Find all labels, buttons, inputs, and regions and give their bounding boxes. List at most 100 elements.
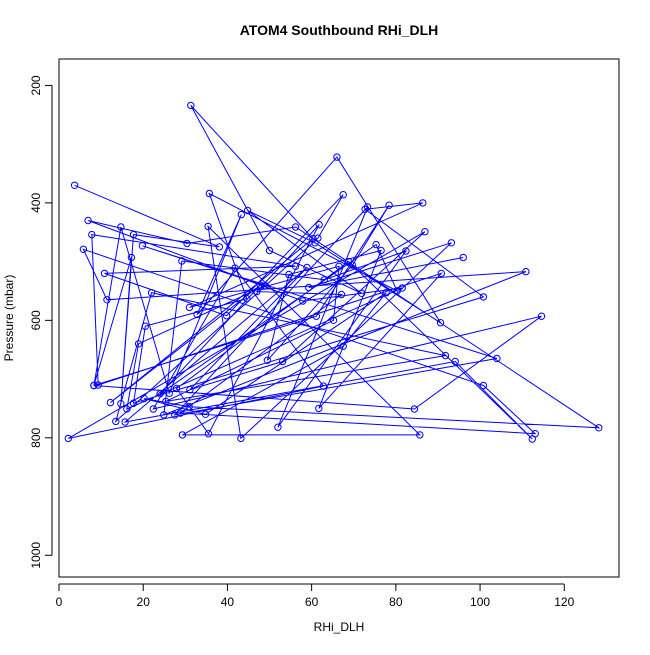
data-point [243, 206, 252, 215]
data-point [339, 342, 347, 350]
plot-area [58, 58, 620, 578]
data-point [531, 430, 539, 438]
data-point [312, 312, 320, 320]
data-point [416, 431, 424, 439]
y-tick-label: 800 [29, 427, 43, 447]
data-point [320, 276, 328, 284]
data-point [79, 245, 88, 254]
data-point [419, 199, 427, 207]
data-point [178, 257, 186, 265]
y-tick-label: 200 [29, 75, 43, 95]
data-point [363, 203, 372, 211]
data-point [106, 398, 115, 407]
data-point [117, 223, 125, 231]
chart-title: ATOM4 Southbound RHi_DLH [240, 22, 439, 38]
data-point [121, 418, 129, 426]
data-point [537, 312, 546, 320]
y-axis: 200 400 600 800 1000 [29, 75, 53, 569]
x-tick-label: 80 [389, 595, 403, 609]
data-point [186, 386, 194, 394]
data-point [129, 230, 138, 239]
y-tick-label: 400 [29, 193, 43, 213]
data-point [162, 397, 170, 406]
data-point [123, 405, 131, 413]
y-axis-label: Pressure (mbar) [2, 275, 16, 362]
x-tick-label: 60 [305, 595, 319, 609]
data-point [90, 381, 98, 390]
data-point [215, 243, 224, 251]
data-point [303, 263, 311, 272]
data-point [256, 281, 264, 289]
data-point [410, 405, 419, 413]
data-point [129, 399, 138, 407]
data-point [141, 322, 150, 330]
data-point [140, 394, 148, 403]
data-point [315, 220, 323, 229]
data-point [398, 284, 406, 292]
data-point [522, 267, 530, 276]
data-point [138, 242, 147, 250]
data-point [201, 410, 210, 418]
x-tick-label: 20 [137, 595, 151, 609]
data-point [315, 404, 323, 413]
x-axis: 0 20 40 60 80 100 120 [56, 583, 575, 609]
data-point [319, 382, 328, 390]
data-point [358, 289, 366, 297]
data-point [595, 424, 603, 432]
data-point [402, 247, 410, 255]
data-point [94, 381, 102, 389]
data-point [278, 357, 287, 366]
data-point [345, 257, 353, 266]
data-point [127, 253, 136, 262]
data-point [339, 191, 347, 199]
data-point [299, 297, 307, 305]
data-point [172, 384, 181, 393]
data-point [178, 431, 187, 439]
data-point [382, 289, 390, 297]
data-point [441, 351, 450, 360]
series-group [64, 101, 603, 443]
data-point [222, 312, 231, 320]
data-point [377, 246, 385, 255]
x-tick-label: 100 [470, 595, 490, 609]
data-point [265, 246, 274, 255]
y-tick-label: 600 [29, 310, 43, 330]
data-point [204, 222, 212, 231]
data-point [479, 381, 488, 390]
data-point [185, 303, 194, 312]
data-point [291, 223, 300, 231]
data-point [361, 205, 369, 214]
data-point [335, 262, 343, 270]
data-point [314, 234, 322, 242]
data-point [205, 189, 214, 198]
data-point [333, 153, 341, 161]
data-point [261, 282, 269, 290]
data-point [231, 264, 239, 272]
data-point [372, 240, 380, 249]
data-point [70, 181, 79, 190]
data-point [285, 270, 293, 279]
data-point [185, 403, 193, 411]
data-point [385, 201, 393, 209]
data-point [100, 269, 109, 278]
data-point [187, 101, 195, 110]
y-tick-label: 1000 [29, 542, 43, 569]
data-point [437, 269, 445, 278]
x-tick-label: 120 [554, 595, 574, 609]
data-point [64, 434, 73, 443]
data-point [436, 319, 445, 327]
data-point [263, 356, 272, 364]
data-point [204, 430, 213, 438]
data-point [147, 289, 156, 297]
data-point [88, 230, 96, 239]
data-point [84, 216, 92, 225]
series-line [68, 105, 601, 440]
data-point [421, 228, 429, 236]
data-point [156, 390, 164, 398]
data-point [193, 310, 201, 319]
data-point [337, 290, 346, 299]
data-point [149, 405, 158, 413]
data-point [451, 357, 459, 366]
